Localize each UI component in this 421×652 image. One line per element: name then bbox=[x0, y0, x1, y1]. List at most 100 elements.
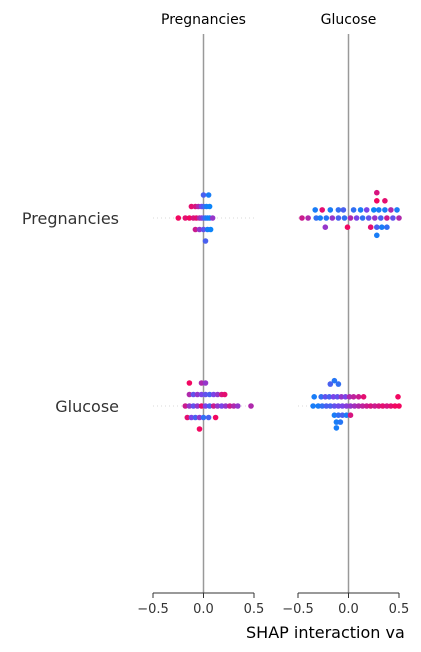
data-point bbox=[376, 403, 382, 409]
x-tick-label: 0.0 bbox=[338, 602, 359, 617]
data-point bbox=[318, 394, 325, 400]
data-point bbox=[231, 403, 237, 409]
data-point bbox=[379, 224, 385, 230]
data-point bbox=[196, 426, 203, 432]
data-point bbox=[202, 380, 209, 386]
data-point bbox=[206, 403, 213, 409]
column-title-pregnancies: Pregnancies bbox=[161, 12, 246, 28]
data-point bbox=[175, 215, 182, 221]
data-point bbox=[339, 412, 346, 419]
data-point bbox=[186, 403, 193, 409]
data-point bbox=[200, 226, 207, 233]
data-point bbox=[330, 394, 337, 400]
row-label-pregnancies: Pregnancies bbox=[22, 209, 119, 228]
data-point bbox=[186, 215, 193, 221]
data-point bbox=[313, 215, 320, 221]
data-point bbox=[353, 215, 360, 221]
data-point bbox=[396, 403, 402, 409]
data-point bbox=[394, 207, 400, 213]
data-point bbox=[360, 394, 367, 400]
data-point bbox=[357, 207, 364, 213]
data-point bbox=[333, 425, 340, 431]
data-point bbox=[331, 377, 338, 384]
data-point bbox=[372, 403, 378, 409]
data-point bbox=[363, 207, 370, 213]
data-point bbox=[192, 414, 199, 421]
column-title-glucose: Glucose bbox=[321, 12, 377, 28]
data-point bbox=[319, 207, 326, 213]
data-point bbox=[210, 403, 217, 409]
data-point bbox=[196, 226, 203, 233]
data-point bbox=[388, 403, 394, 409]
data-point bbox=[347, 215, 354, 221]
data-point bbox=[331, 403, 338, 409]
data-point bbox=[331, 412, 338, 419]
data-point bbox=[374, 232, 380, 239]
data-point bbox=[343, 412, 350, 419]
data-point bbox=[341, 215, 348, 221]
data-point bbox=[374, 198, 380, 204]
data-point bbox=[194, 403, 201, 409]
data-point bbox=[346, 394, 353, 400]
data-point bbox=[198, 403, 205, 409]
data-point bbox=[344, 224, 351, 230]
data-point bbox=[371, 207, 377, 213]
data-point bbox=[206, 203, 213, 210]
data-point bbox=[322, 224, 329, 230]
data-point bbox=[206, 391, 213, 398]
data-point bbox=[390, 215, 396, 221]
data-point bbox=[200, 414, 207, 421]
data-point bbox=[202, 238, 209, 244]
data-point bbox=[350, 207, 357, 213]
data-point bbox=[202, 391, 209, 398]
data-point bbox=[347, 412, 354, 419]
data-point bbox=[209, 215, 216, 221]
data-point bbox=[310, 403, 316, 409]
x-tick-label: −0.5 bbox=[282, 602, 314, 617]
data-point bbox=[190, 403, 197, 409]
data-point bbox=[319, 403, 326, 409]
data-point bbox=[218, 403, 225, 409]
data-point bbox=[248, 403, 254, 409]
data-point bbox=[350, 394, 357, 400]
data-point bbox=[335, 412, 342, 419]
data-point bbox=[335, 207, 342, 213]
data-point bbox=[305, 215, 311, 221]
data-point bbox=[355, 403, 362, 409]
data-point bbox=[382, 207, 388, 213]
data-point bbox=[221, 391, 228, 398]
data-point bbox=[376, 207, 382, 213]
data-point bbox=[186, 391, 193, 398]
data-point bbox=[395, 394, 401, 400]
data-point bbox=[327, 381, 334, 387]
data-point bbox=[365, 215, 372, 221]
data-point bbox=[335, 381, 342, 387]
data-point bbox=[323, 403, 330, 409]
x-axis-label: SHAP interaction va bbox=[246, 623, 405, 642]
data-point bbox=[339, 403, 346, 409]
data-point bbox=[322, 394, 329, 400]
data-point bbox=[190, 391, 197, 398]
x-tick-label: 0.5 bbox=[389, 602, 410, 617]
x-tick-label: 0.0 bbox=[193, 602, 214, 617]
data-point bbox=[378, 215, 384, 221]
data-point bbox=[188, 203, 195, 210]
data-point bbox=[315, 403, 322, 409]
data-point bbox=[205, 192, 212, 198]
data-point bbox=[235, 403, 241, 409]
data-point bbox=[198, 391, 205, 398]
data-point bbox=[367, 403, 374, 409]
data-point bbox=[182, 215, 189, 221]
x-tick-label: 0.5 bbox=[244, 602, 265, 617]
data-point bbox=[333, 419, 340, 425]
data-point bbox=[384, 224, 390, 230]
data-point bbox=[359, 215, 366, 221]
data-point bbox=[396, 215, 402, 221]
data-point bbox=[374, 224, 380, 230]
data-point bbox=[200, 192, 207, 198]
data-point bbox=[338, 394, 345, 400]
data-point bbox=[196, 414, 203, 421]
data-point bbox=[327, 207, 334, 213]
data-point bbox=[214, 403, 221, 409]
